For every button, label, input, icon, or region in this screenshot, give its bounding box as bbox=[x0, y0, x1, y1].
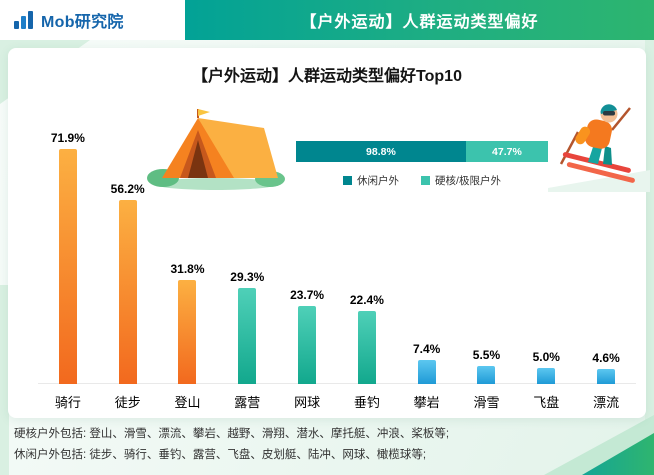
stacked-bar: 98.8% 47.7% bbox=[296, 141, 548, 162]
bar-column-6: 22.4% 垂钓 bbox=[337, 108, 397, 410]
legend-item-leisure: 休闲户外 bbox=[343, 173, 399, 188]
bar-column-9: 5.0% 飞盘 bbox=[516, 108, 576, 410]
bar-value-label: 71.9% bbox=[50, 131, 85, 145]
header-title: 【户外运动】人群运动类型偏好 bbox=[300, 14, 539, 31]
x-axis-label: 徒步 bbox=[114, 395, 141, 410]
footnotes: 硬核户外包括: 登山、滑雪、漂流、攀岩、越野、滑翔、潜水、摩托艇、冲浪、桨板等;… bbox=[14, 424, 640, 466]
bar-徒步 bbox=[118, 200, 137, 384]
footnote-leisure: 休闲户外包括: 徒步、骑行、垂钓、露营、飞盘、皮划艇、陆冲、网球、橄榄球等; bbox=[14, 449, 427, 461]
bar-垂钓 bbox=[357, 311, 376, 384]
legend-label-leisure: 休闲户外 bbox=[357, 175, 400, 187]
bar-chart-columns: 71.9% 骑行 56.2% 徒步 31.8% 登山 29.3% 露营 23.7% 网球 22.4%… bbox=[38, 108, 636, 410]
bar-value-label: 23.7% bbox=[290, 288, 325, 302]
header: Mob研究院 【户外运动】人群运动类型偏好 bbox=[0, 0, 654, 40]
stacked-segment-1: 98.8% bbox=[296, 141, 466, 162]
bar-飞盘 bbox=[537, 368, 556, 384]
ratio-inset: 98.8% 47.7% 休闲户外 硬核/极限户外 bbox=[296, 141, 548, 188]
bar-column-8: 5.5% 滑雪 bbox=[457, 108, 517, 410]
bar-漂流 bbox=[597, 369, 616, 384]
x-axis-label: 露营 bbox=[234, 395, 261, 410]
legend-label-hardcore: 硬核/极限户外 bbox=[435, 175, 501, 187]
bar-攀岩 bbox=[417, 360, 436, 384]
bar-value-label: 22.4% bbox=[349, 293, 384, 307]
skier-illustration bbox=[548, 104, 650, 192]
bar-column-4: 29.3% 露营 bbox=[217, 108, 277, 410]
header-title-band: 【户外运动】人群运动类型偏好 bbox=[185, 0, 654, 40]
bar-column-7: 7.4% 攀岩 bbox=[397, 108, 457, 410]
bar-column-2: 56.2% 徒步 bbox=[98, 108, 158, 410]
legend: 休闲户外 硬核/极限户外 bbox=[296, 173, 548, 188]
bar-value-label: 7.4% bbox=[413, 342, 441, 356]
tent-illustration bbox=[147, 109, 285, 190]
bar-登山 bbox=[178, 280, 197, 384]
legend-item-hardcore: 硬核/极限户外 bbox=[421, 173, 501, 188]
bar-value-label: 31.8% bbox=[170, 262, 205, 276]
x-axis-label: 登山 bbox=[174, 395, 201, 410]
bar-value-label: 5.5% bbox=[472, 348, 501, 362]
chart-card: 【户外运动】人群运动类型偏好Top10 bbox=[8, 48, 650, 418]
bar-滑雪 bbox=[477, 366, 496, 384]
x-axis-label: 飞盘 bbox=[533, 395, 560, 410]
decorative-strip-left bbox=[0, 285, 9, 475]
bar-value-label: 4.6% bbox=[592, 351, 620, 365]
bar-column-1: 71.9% 骑行 bbox=[38, 108, 98, 410]
x-axis-label: 骑行 bbox=[54, 395, 81, 410]
legend-chip-leisure bbox=[343, 176, 353, 185]
bar-露营 bbox=[238, 288, 257, 384]
bar-骑行 bbox=[58, 149, 77, 384]
decorative-strip-right bbox=[645, 40, 654, 440]
chart-title: 【户外运动】人群运动类型偏好Top10 bbox=[192, 68, 462, 85]
bar-value-label: 29.3% bbox=[230, 270, 265, 284]
mob-logo-icon bbox=[14, 11, 33, 29]
bar-column-10: 4.6% 漂流 bbox=[576, 108, 636, 410]
x-axis-label: 网球 bbox=[294, 395, 321, 410]
bar-column-5: 23.7% 网球 bbox=[277, 108, 337, 410]
x-axis-line bbox=[38, 383, 636, 384]
bar-column-3: 31.8% 登山 bbox=[158, 108, 218, 410]
legend-chip-hardcore bbox=[421, 176, 431, 185]
x-axis-label: 垂钓 bbox=[353, 395, 380, 410]
bar-value-label: 56.2% bbox=[110, 182, 145, 196]
stacked-segment-2: 47.7% bbox=[465, 141, 548, 162]
logo: Mob研究院 bbox=[0, 0, 185, 40]
x-axis-label: 攀岩 bbox=[413, 395, 440, 410]
footnote-hardcore: 硬核户外包括: 登山、滑雪、漂流、攀岩、越野、滑翔、潜水、摩托艇、冲浪、桨板等; bbox=[14, 428, 450, 440]
x-axis-label: 滑雪 bbox=[473, 395, 500, 410]
bar-chart: 71.9% 骑行 56.2% 徒步 31.8% 登山 29.3% 露营 23.7% 网球 22.4%… bbox=[38, 108, 636, 410]
bar-value-label: 5.0% bbox=[532, 350, 560, 364]
bar-网球 bbox=[298, 306, 317, 384]
logo-text: Mob研究院 bbox=[41, 14, 124, 31]
x-axis-label: 漂流 bbox=[593, 395, 620, 410]
